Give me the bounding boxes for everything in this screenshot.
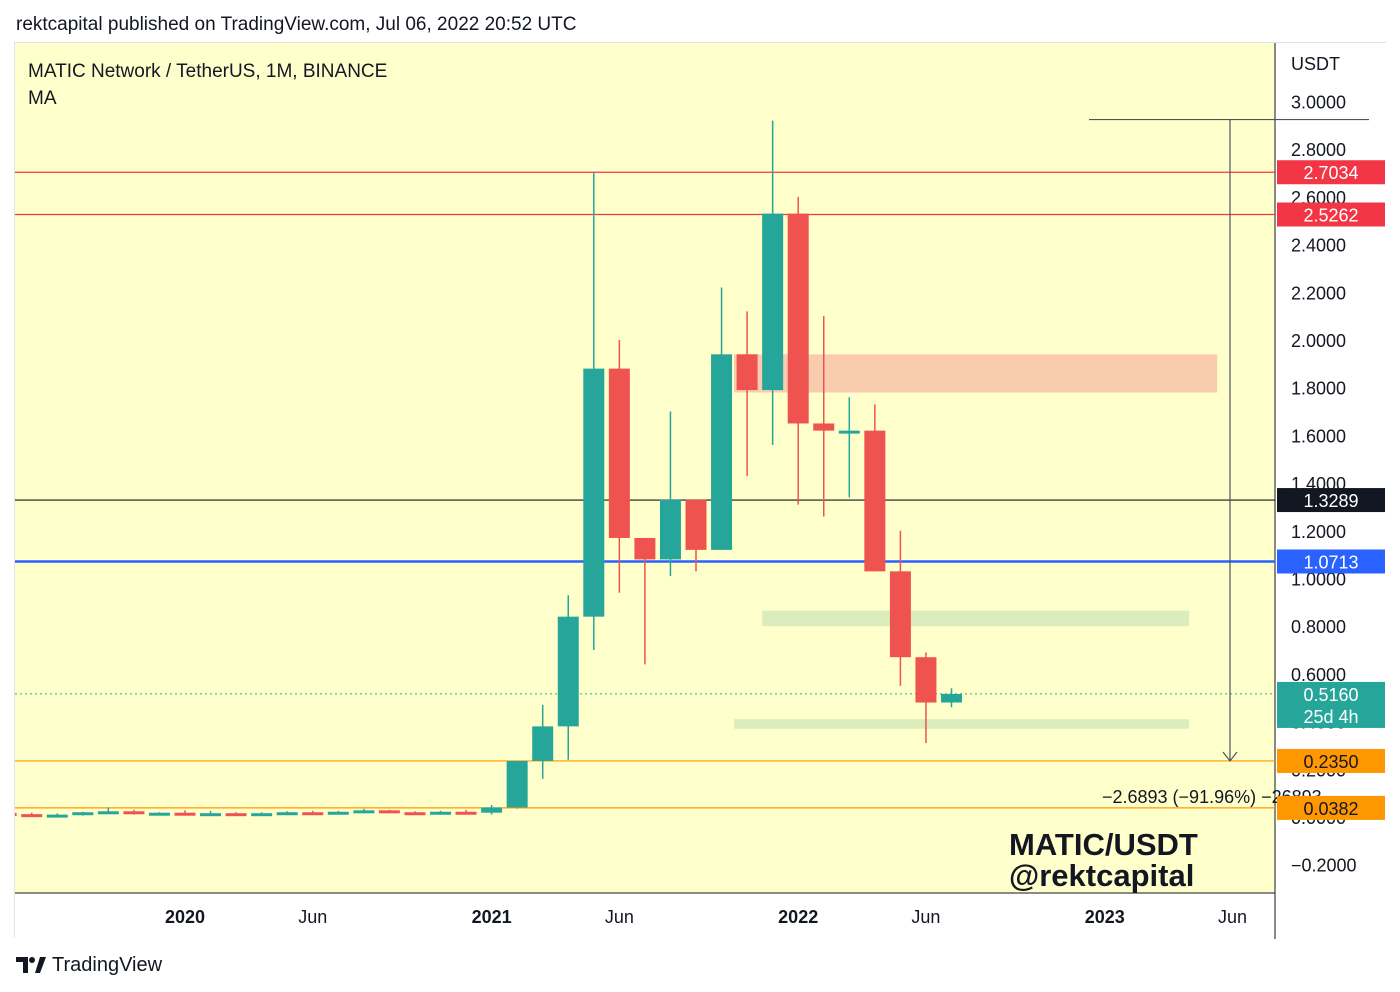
candle-body bbox=[941, 693, 962, 703]
candle-body bbox=[481, 807, 503, 813]
support-zone bbox=[734, 719, 1190, 729]
candle-body bbox=[608, 368, 630, 538]
level-price-label-bg bbox=[1277, 795, 1385, 820]
watermark-pair: MATIC/USDT bbox=[1009, 827, 1198, 862]
time-tick-label: 2023 bbox=[1085, 907, 1125, 927]
level-price-label: 1.3289 bbox=[1303, 491, 1358, 511]
candle-body bbox=[813, 423, 835, 431]
candle-body bbox=[659, 499, 681, 560]
candle-body bbox=[46, 814, 68, 818]
candle-body bbox=[21, 814, 43, 818]
tradingview-footer[interactable]: TradingView bbox=[16, 950, 162, 980]
price-tick-label: 1.0000 bbox=[1291, 570, 1346, 590]
resistance-zone bbox=[734, 354, 1218, 393]
price-tick-label: 3.0000 bbox=[1291, 93, 1346, 113]
candle-body bbox=[276, 812, 298, 816]
currency-label: USDT bbox=[1291, 54, 1340, 74]
measure-arrow-head bbox=[1222, 751, 1238, 762]
level-price-label-bg bbox=[1277, 549, 1385, 574]
candle-body bbox=[15, 812, 17, 816]
price-tick-label: 0.6000 bbox=[1291, 665, 1346, 685]
level-price-label: 2.7034 bbox=[1303, 163, 1358, 183]
current-price-label-bg bbox=[1277, 681, 1385, 728]
time-tick-label: Jun bbox=[605, 907, 634, 927]
price-tick-label: −0.2000 bbox=[1291, 856, 1357, 876]
candle-body bbox=[915, 657, 937, 703]
plot-background bbox=[15, 43, 1275, 893]
time-tick-label: 2020 bbox=[165, 907, 205, 927]
time-tick-label: 2021 bbox=[472, 907, 512, 927]
candle-body bbox=[557, 616, 579, 727]
level-price-label-bg bbox=[1277, 748, 1385, 773]
price-tick-label: 2.8000 bbox=[1291, 140, 1346, 160]
candle-body bbox=[864, 430, 886, 572]
publisher-line: rektcapital published on TradingView.com… bbox=[16, 14, 577, 35]
candle-body bbox=[736, 354, 758, 391]
price-tick-label: 2.2000 bbox=[1291, 283, 1346, 303]
price-tick-label: 1.6000 bbox=[1291, 426, 1346, 446]
time-axis-background bbox=[15, 893, 1275, 939]
level-price-label: 2.5262 bbox=[1303, 206, 1358, 226]
watermark-author: @rektcapital bbox=[1009, 858, 1194, 893]
time-tick-label: Jun bbox=[911, 907, 940, 927]
candle-body bbox=[838, 430, 860, 434]
candle-body bbox=[123, 811, 145, 815]
price-tick-label: 2.0000 bbox=[1291, 331, 1346, 351]
price-tick-label: 0.8000 bbox=[1291, 617, 1346, 637]
candle-body bbox=[430, 811, 451, 815]
candle-body bbox=[327, 811, 349, 815]
chart-panel[interactable]: −2.6893 (−91.96%) −26893 3.0000 2.8000 2.6… bbox=[14, 42, 1387, 939]
time-tick-label: Jun bbox=[1218, 907, 1247, 927]
candle-body bbox=[455, 811, 477, 815]
candle-body bbox=[404, 812, 426, 816]
candle-body bbox=[72, 812, 94, 816]
candle-body bbox=[174, 812, 196, 816]
candle-body bbox=[378, 810, 400, 814]
candle-body bbox=[200, 813, 222, 817]
price-tick-label: 1.8000 bbox=[1291, 379, 1346, 399]
candle-body bbox=[353, 810, 375, 814]
candle-body bbox=[225, 813, 247, 817]
price-chart[interactable]: −2.6893 (−91.96%) −26893 3.00002.80002.6… bbox=[15, 43, 1387, 939]
candle-body bbox=[506, 760, 528, 808]
level-price-label-bg bbox=[1277, 160, 1385, 185]
time-tick-label: 2022 bbox=[778, 907, 818, 927]
candle-body bbox=[762, 213, 784, 391]
candle-body bbox=[251, 813, 273, 817]
measure-label: −2.6893 (−91.96%) −26893 bbox=[1102, 787, 1322, 807]
level-price-label: 0.2350 bbox=[1303, 752, 1358, 772]
support-zone bbox=[762, 610, 1190, 627]
candle-body bbox=[97, 811, 119, 815]
candle-body bbox=[148, 812, 170, 816]
tradingview-brand: TradingView bbox=[52, 953, 163, 976]
price-tick-label: 2.4000 bbox=[1291, 236, 1346, 256]
symbol-title: MATIC Network / TetherUS, 1M, BINANCE bbox=[28, 61, 387, 82]
candle-body bbox=[302, 812, 324, 816]
current-price-label: 0.5160 bbox=[1303, 685, 1358, 705]
price-tick-label: 1.2000 bbox=[1291, 522, 1346, 542]
candle-body bbox=[532, 726, 554, 761]
tradingview-logo-icon bbox=[16, 957, 46, 973]
level-price-label: 1.0713 bbox=[1303, 552, 1358, 572]
candle-body bbox=[685, 499, 707, 550]
candle-body bbox=[787, 213, 809, 424]
candle-body bbox=[583, 368, 605, 617]
indicator-label: MA bbox=[28, 88, 57, 109]
time-tick-label: Jun bbox=[298, 907, 327, 927]
candle-body bbox=[634, 537, 656, 560]
level-price-label-bg bbox=[1277, 202, 1385, 227]
current-price-label-countdown: 25d 4h bbox=[1303, 707, 1358, 727]
candle-body bbox=[711, 354, 733, 550]
level-price-label: 0.0382 bbox=[1303, 799, 1358, 819]
candle-body bbox=[889, 571, 911, 658]
level-price-label-bg bbox=[1277, 488, 1385, 513]
